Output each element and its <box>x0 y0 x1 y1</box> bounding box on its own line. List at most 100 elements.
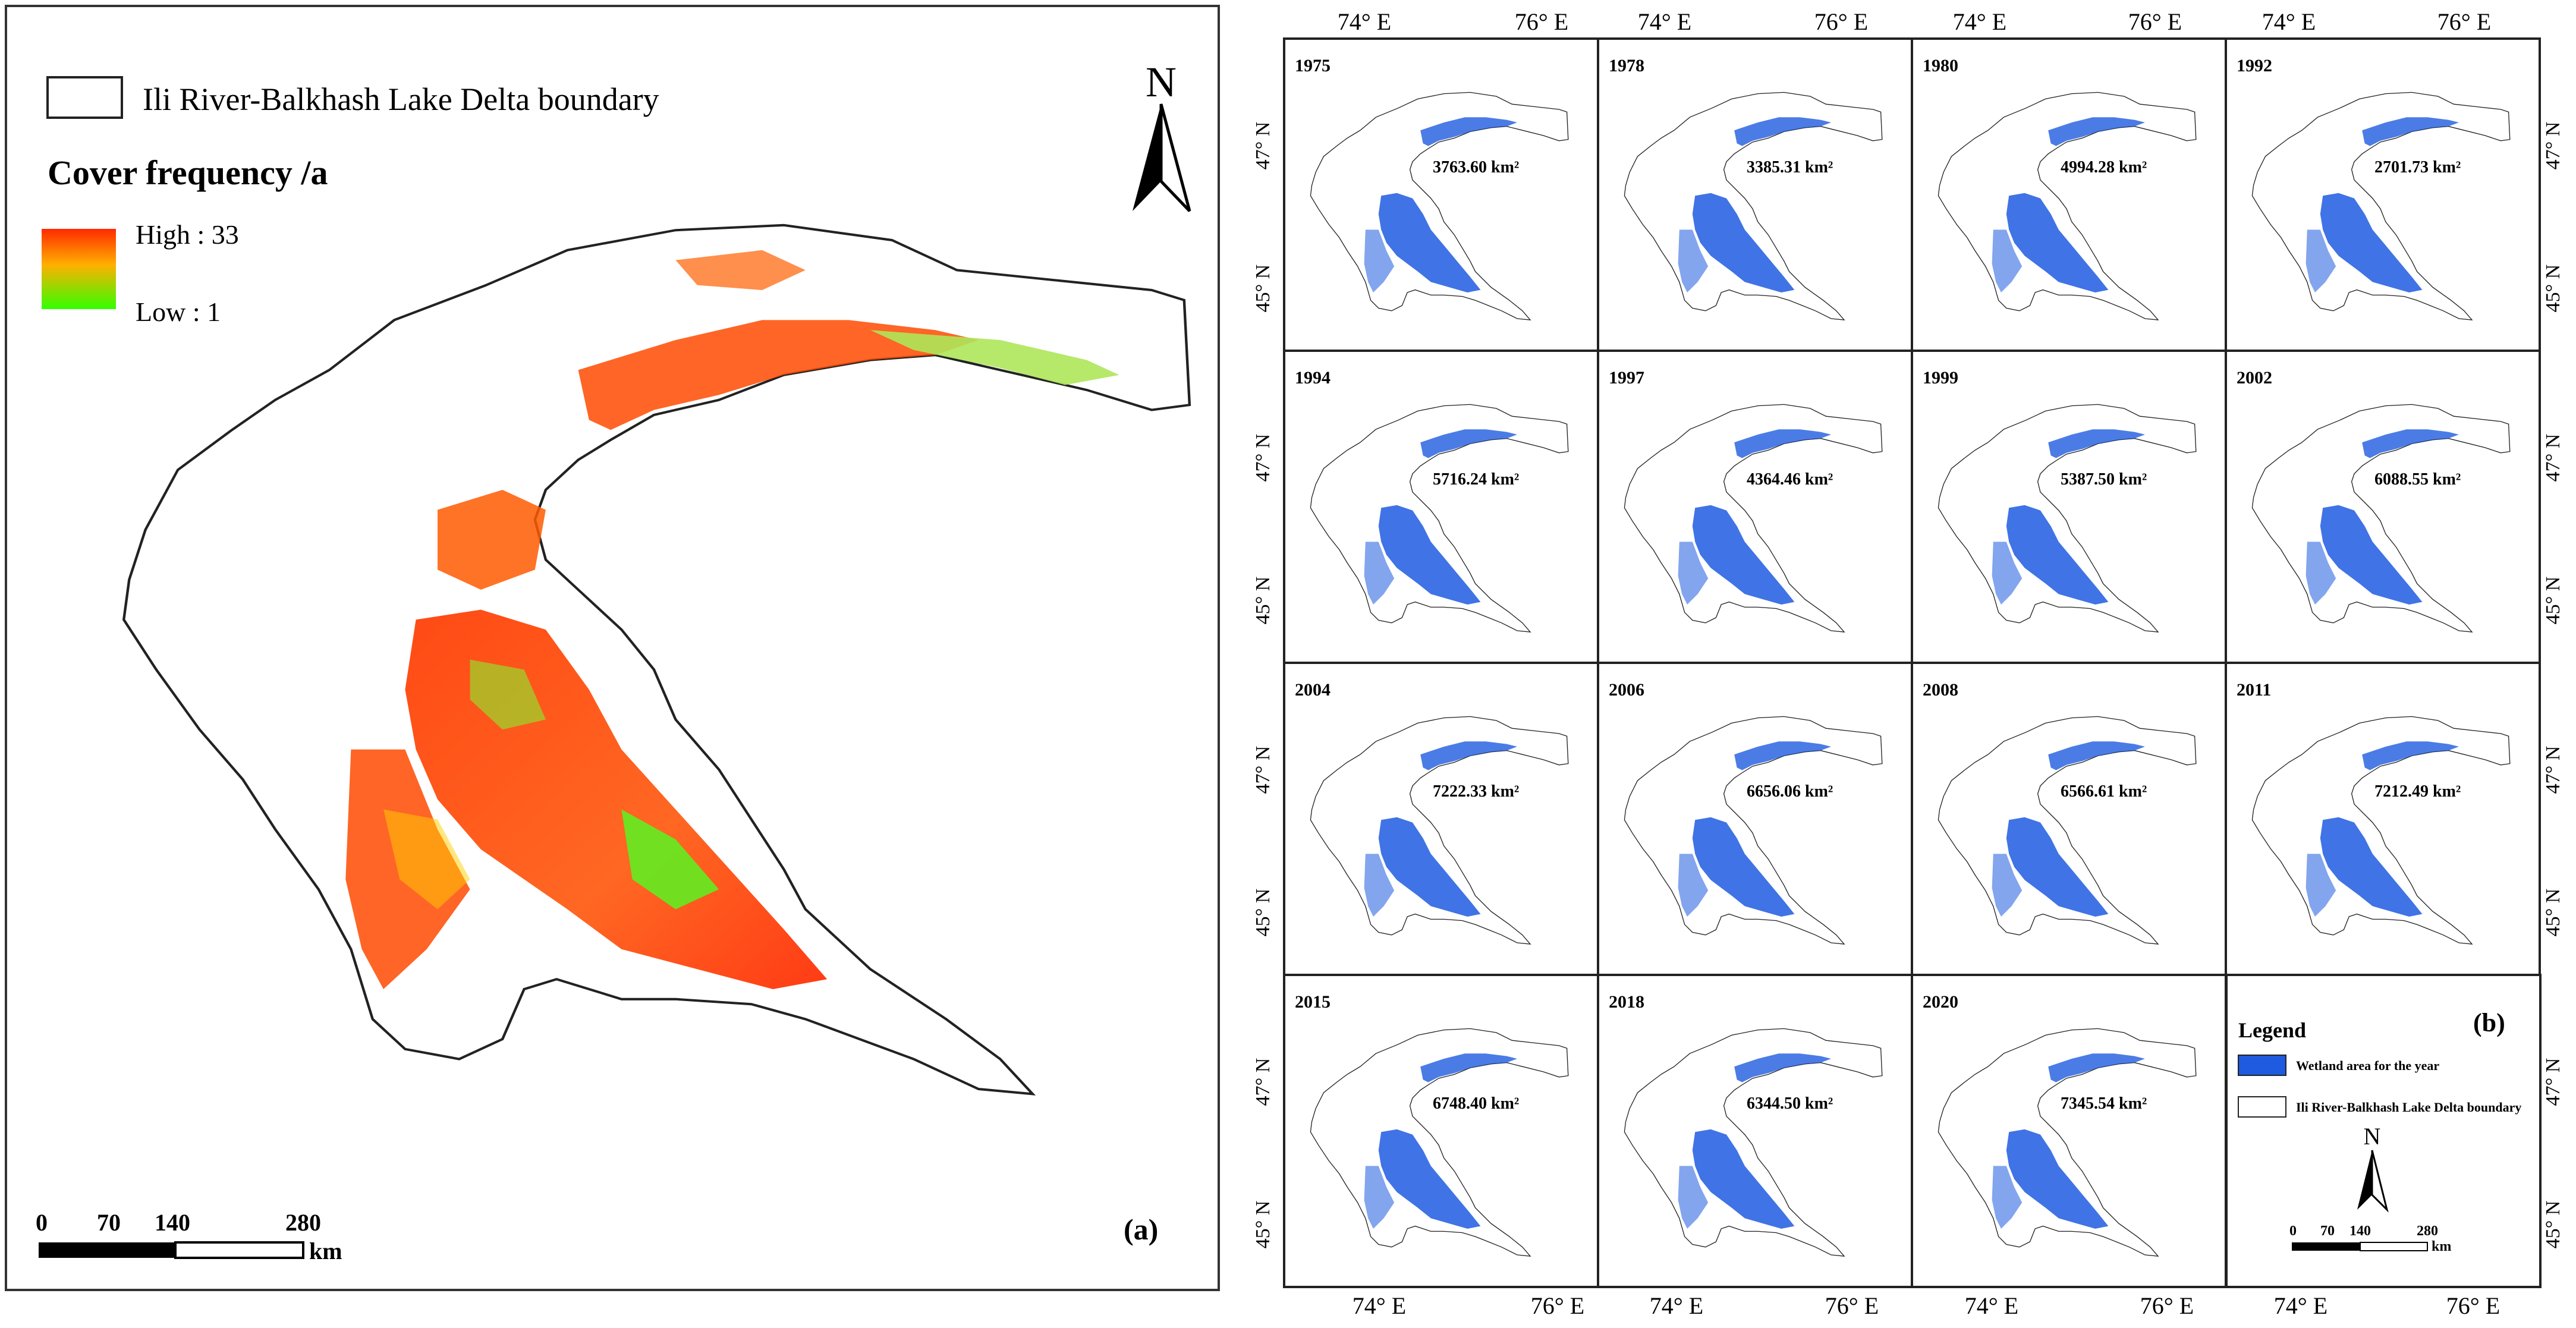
lon-tick: 74° E <box>2262 8 2316 35</box>
lat-tick: 47° N <box>1252 434 1274 482</box>
boundary-legend-swatch-b <box>2238 1096 2286 1118</box>
boundary-legend-swatch <box>46 76 123 119</box>
lon-tick: 74° E <box>1953 8 2006 35</box>
lon-tick: 76° E <box>1825 1292 1879 1319</box>
year-cell: 1994 5716.24 km² <box>1283 350 1599 664</box>
lon-tick: 76° E <box>2446 1292 2500 1319</box>
year-label: 1994 <box>1295 368 1331 388</box>
lat-tick: 45° N <box>2542 265 2564 313</box>
year-cell: 2015 6748.40 km² <box>1283 974 1599 1288</box>
wetland-area-label: 3385.31 km² <box>1747 158 1833 177</box>
frequency-title: Cover frequency /a <box>48 153 328 192</box>
wetland-area-label: 6748.40 km² <box>1433 1094 1519 1113</box>
latitude-ticks: 47° N 47° N 45° N 45° N 47° N 47° N 45° N 45° N… <box>1252 122 2564 1249</box>
wetland-legend-swatch <box>2238 1055 2286 1076</box>
frequency-high-label: High : 33 <box>136 219 239 250</box>
lat-tick: 47° N <box>1252 122 1274 170</box>
lon-tick: 76° E <box>1515 8 1568 35</box>
year-label: 2018 <box>1609 992 1644 1012</box>
frequency-low-label: Low : 1 <box>136 297 221 327</box>
wetland-area-label: 5387.50 km² <box>2061 470 2147 489</box>
panel-b: 74° E 76° E 74° E 76° E 74° E 76° E 74° … <box>1252 8 2564 1319</box>
scale-unit-b: km <box>2432 1239 2451 1254</box>
wetland-area-label: 7345.54 km² <box>2061 1094 2147 1113</box>
lat-tick: 45° N <box>2542 1201 2564 1249</box>
year-label: 2002 <box>2237 368 2272 388</box>
wetland-area-label: 6656.06 km² <box>1747 782 1833 801</box>
wetland-map <box>2251 92 2511 320</box>
year-label: 1997 <box>1609 368 1644 388</box>
lon-tick: 76° E <box>1531 1292 1584 1319</box>
year-label: 2004 <box>1295 680 1331 700</box>
year-cell: 2018 6344.50 km² <box>1597 974 1913 1288</box>
lat-tick: 45° N <box>1252 265 1274 313</box>
wetland-map <box>1624 92 1883 320</box>
lon-tick: 74° E <box>1650 1292 1703 1319</box>
boundary-legend-label-b: Ili River-Balkhash Lake Delta boundary <box>2296 1100 2521 1115</box>
lat-tick: 45° N <box>1252 889 1274 937</box>
boundary-legend-label: Ili River-Balkhash Lake Delta boundary <box>143 81 659 117</box>
wetland-map <box>1310 1028 1569 1257</box>
wetland-map <box>1310 716 1569 945</box>
north-arrow-icon: N <box>1133 58 1191 212</box>
year-cell: 1997 4364.46 km² <box>1597 350 1913 664</box>
year-label: 2008 <box>1923 680 1958 700</box>
legend-cell: Legend (b) Wetland area for the year Ili… <box>2225 974 2542 1288</box>
lat-tick: 45° N <box>2542 577 2564 625</box>
legend-title: Legend <box>2238 1018 2306 1042</box>
scale-tick: 0 <box>36 1209 48 1236</box>
top-longitude-ticks: 74° E 76° E 74° E 76° E 74° E 76° E 74° … <box>1338 8 2491 35</box>
lon-tick: 76° E <box>2140 1292 2194 1319</box>
wetland-legend-label: Wetland area for the year <box>2296 1058 2439 1073</box>
lat-tick: 47° N <box>2542 1058 2564 1106</box>
year-cell: 1992 2701.73 km² <box>2225 37 2541 352</box>
lat-tick: 47° N <box>1252 746 1274 794</box>
lat-tick: 47° N <box>1252 1058 1274 1106</box>
lon-tick: 76° E <box>2128 8 2182 35</box>
wetland-area-label: 3763.60 km² <box>1433 158 1519 177</box>
year-cell: 1978 3385.31 km² <box>1597 37 1913 352</box>
year-cell: 2002 6088.55 km² <box>2225 350 2541 664</box>
lon-tick: 76° E <box>2437 8 2491 35</box>
wetland-map <box>1310 404 1569 632</box>
lon-tick: 74° E <box>1965 1292 2018 1319</box>
wetland-map <box>2251 404 2511 632</box>
north-arrow-icon: N <box>2357 1123 2389 1213</box>
wetland-area-label: 6344.50 km² <box>1747 1094 1833 1113</box>
scale-tick: 280 <box>2417 1223 2438 1239</box>
wetland-map <box>1937 404 2197 632</box>
lat-tick: 45° N <box>1252 1201 1274 1249</box>
lat-tick: 47° N <box>2542 434 2564 482</box>
scale-tick: 70 <box>97 1209 121 1236</box>
north-label: N <box>1146 58 1177 106</box>
wetland-map <box>1624 1028 1883 1257</box>
year-cell: 2006 6656.06 km² <box>1597 662 1913 976</box>
scale-bar: 0 70 140 280 km <box>36 1209 342 1264</box>
wetland-map <box>1624 404 1883 632</box>
lat-tick: 45° N <box>2542 889 2564 937</box>
wetland-area-label: 2701.73 km² <box>2374 158 2461 177</box>
wetland-map <box>1937 92 2197 320</box>
wetland-area-label: 6088.55 km² <box>2374 470 2461 489</box>
year-label: 2006 <box>1609 680 1644 700</box>
scale-tick: 280 <box>285 1209 321 1236</box>
wetland-area-label: 4364.46 km² <box>1747 470 1833 489</box>
scale-tick: 140 <box>155 1209 190 1236</box>
wetland-year-grid: 1975 3763.60 km² 1978 3385.31 km² 1980 4994.2… <box>1283 37 2541 1288</box>
scale-tick: 140 <box>2349 1223 2371 1239</box>
year-label: 1980 <box>1923 56 1958 75</box>
lat-tick: 45° N <box>1252 577 1274 625</box>
wetland-area-label: 4994.28 km² <box>2061 158 2147 177</box>
year-label: 1992 <box>2237 56 2272 75</box>
wetland-area-label: 7222.33 km² <box>1433 782 1519 801</box>
wetland-area-label: 5716.24 km² <box>1433 470 1519 489</box>
panel-b-label: (b) <box>2473 1008 2505 1037</box>
year-cell: 1980 4994.28 km² <box>1911 37 2227 352</box>
wetland-area-label: 7212.49 km² <box>2374 782 2461 801</box>
year-label: 1978 <box>1609 56 1644 75</box>
bottom-longitude-ticks: 74° E 76° E 74° E 76° E 74° E 76° E 74° … <box>1353 1292 2500 1319</box>
year-label: 1999 <box>1923 368 1958 388</box>
year-cell: 2020 7345.54 km² <box>1911 974 2227 1288</box>
year-cell: 1975 3763.60 km² <box>1283 37 1599 352</box>
